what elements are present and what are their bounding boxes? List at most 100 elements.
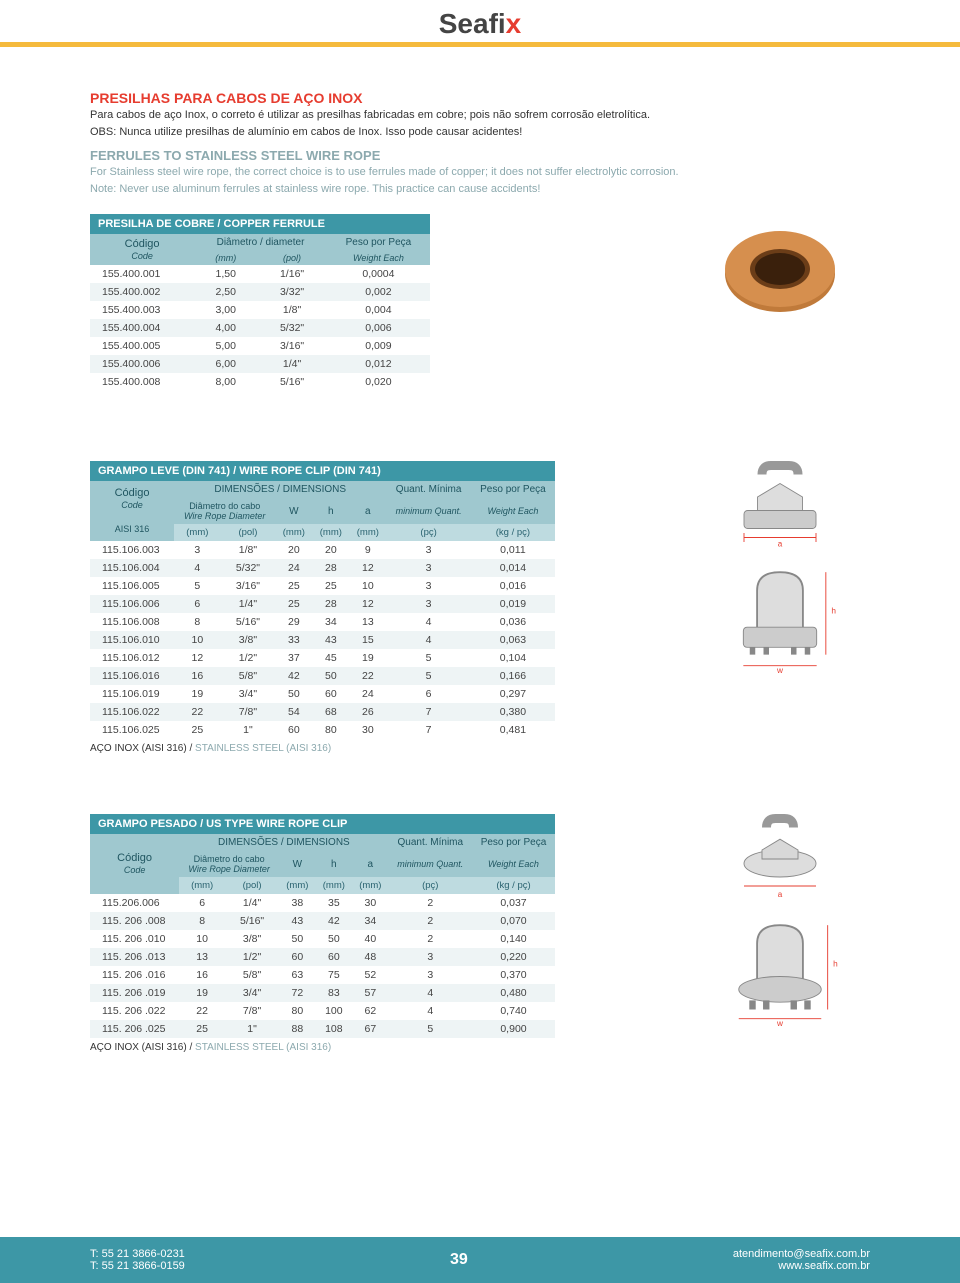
table-cell: 0,481 [471,721,555,739]
table-cell: 75 [316,966,353,984]
table-cell: 83 [316,984,353,1002]
t2-title: GRAMPO LEVE (DIN 741) / WIRE ROPE CLIP (… [90,461,555,481]
table-row: 115.106.00445/32"24281230,014 [90,559,555,577]
table-row: 115. 206 .022227/8"801006240,740 [90,1002,555,1020]
t2-dim: DIMENSÕES / DIMENSIONS [174,481,386,498]
table-cell: 115.106.022 [90,703,174,721]
t1-title: PRESILHA DE COBRE / COPPER FERRULE [90,214,430,234]
table-cell: 3 [386,559,471,577]
footer-tel2: T: 55 21 3866-0159 [90,1260,185,1272]
t2-codigo: Código [115,487,150,499]
table-cell: 16 [179,966,225,984]
table-cell: 3 [386,595,471,613]
table-row: 115. 206 .019193/4"72835740,480 [90,984,555,1002]
table-cell: 22 [174,703,221,721]
table-cell: 3/4" [225,984,279,1002]
table-cell: 7 [386,703,471,721]
table-cell: 63 [279,966,316,984]
table-cell: 115. 206 .022 [90,1002,179,1020]
table-cell: 20 [275,541,312,559]
table-cell: 0,006 [327,319,430,337]
table-cell: 7/8" [225,1002,279,1020]
table-cell: 80 [312,721,349,739]
table-cell: 5 [174,577,221,595]
clip-heavy-top-diagram: a [720,814,840,904]
table-cell: 0,900 [472,1020,555,1038]
table-cell: 6 [174,595,221,613]
table-cell: 5 [389,1020,472,1038]
table-cell: 22 [349,667,386,685]
table-cell: 115.106.012 [90,649,174,667]
table-cell: 29 [275,613,312,631]
t3-footnote: AÇO INOX (AISI 316) / STAINLESS STEEL (A… [90,1042,555,1053]
table-cell: 48 [352,948,389,966]
table-row: 155.400.0033,001/8"0,004 [90,301,430,319]
table-cell: 80 [279,1002,316,1020]
table-cell: 0,004 [327,301,430,319]
t3-code: Code [124,865,146,875]
top-stripe: Seafix [0,0,960,50]
table-cell: 15 [349,631,386,649]
t3-upol: (pol) [225,877,279,894]
table-cell: 50 [275,685,312,703]
table-cell: 4 [389,984,472,1002]
table-row: 115.106.00661/4"25281230,019 [90,595,555,613]
table-cell: 3/16" [221,577,276,595]
t3-umm2: (mm) [279,877,316,894]
table-cell: 115.106.010 [90,631,174,649]
table-row: 155.400.0055,003/16"0,009 [90,337,430,355]
intro-title-pt: PRESILHAS PARA CABOS DE AÇO INOX [90,90,870,106]
table-cell: 8 [174,613,221,631]
table-cell: 50 [279,930,316,948]
table-cell: 28 [312,559,349,577]
table-cell: 115. 206 .008 [90,912,179,930]
table-cell: 38 [279,894,316,912]
table-cell: 8 [179,912,225,930]
table-cell: 3 [386,541,471,559]
table-cell: 2,50 [194,283,257,301]
table-cell: 0,380 [471,703,555,721]
t2-dc-en: Wire Rope Diameter [184,511,265,521]
table-row: 115.106.00553/16"25251030,016 [90,577,555,595]
t1-diam: Diâmetro / diameter [194,234,327,251]
t3-h: h [316,851,353,877]
table-cell: 115. 206 .010 [90,930,179,948]
table-row: 115.106.025251"60803070,481 [90,721,555,739]
table-row: 115. 206 .010103/8"50504020,140 [90,930,555,948]
table-row: 155.400.0066,001/4"0,012 [90,355,430,373]
page-footer: T: 55 21 3866-0231 T: 55 21 3866-0159 39… [0,1237,960,1283]
table-cell: 20 [312,541,349,559]
table-row: 115. 206 .025251"881086750,900 [90,1020,555,1038]
table-cell: 0,166 [471,667,555,685]
table-cell: 3,00 [194,301,257,319]
ferrule-illustration [710,214,850,324]
table-cell: 30 [352,894,389,912]
table-cell: 62 [352,1002,389,1020]
t2-umm3: (mm) [312,524,349,541]
table-cell: 2 [389,912,472,930]
table-cell: 19 [174,685,221,703]
table-row: 115.206.00661/4"38353020,037 [90,894,555,912]
table-cell: 4 [386,631,471,649]
table-cell: 5/16" [257,373,327,391]
dim-h: h [831,607,836,616]
clip-top-diagram: a [720,461,840,551]
table-cell: 1,50 [194,265,257,283]
t2-umm2: (mm) [275,524,312,541]
t2-quant: Quant. Mínima [396,484,462,495]
table-row: 115.106.016165/8"42502250,166 [90,667,555,685]
t1-u-pol: (pol) [257,251,327,265]
table-cell: 155.400.006 [90,355,194,373]
table-cell: 5 [386,667,471,685]
table-cell: 0,014 [471,559,555,577]
t1-codigo: Código [125,238,160,250]
intro-title-en: FERRULES TO STAINLESS STEEL WIRE ROPE [90,148,870,163]
table-cell: 40 [352,930,389,948]
table-cell: 1" [225,1020,279,1038]
table-cell: 1/2" [221,649,276,667]
table-ferrule: PRESILHA DE COBRE / COPPER FERRULE Códig… [90,214,430,391]
table-cell: 60 [316,948,353,966]
table-cell: 1/4" [257,355,327,373]
brand-logo: Seafix [427,8,534,40]
t2-upol: (pol) [221,524,276,541]
